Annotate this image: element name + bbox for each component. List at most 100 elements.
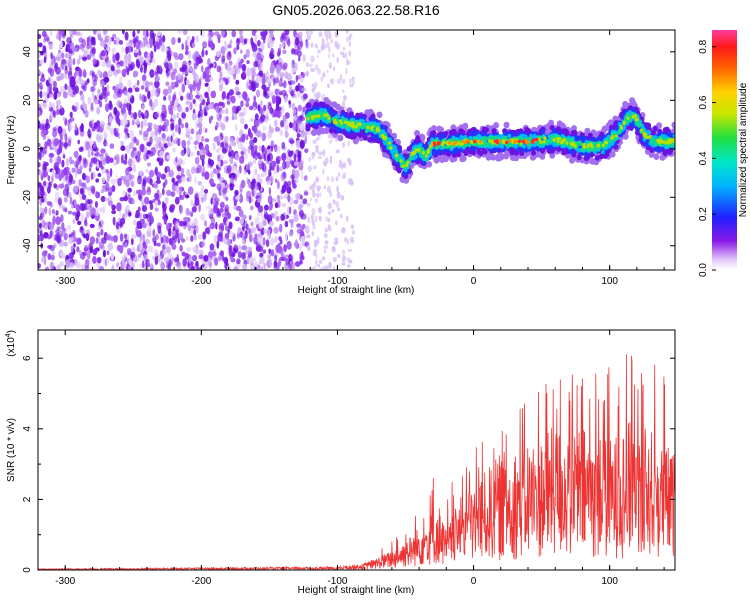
noise-speck: [264, 267, 267, 270]
noise-speck: [204, 138, 210, 143]
noise-speck: [306, 62, 309, 67]
noise-speck: [135, 209, 140, 219]
noise-speck: [132, 147, 137, 152]
noise-speck: [339, 73, 343, 81]
noise-speck: [120, 119, 124, 127]
noise-speck: [56, 155, 62, 165]
noise-speck: [71, 42, 75, 52]
signal-cell: [545, 127, 552, 135]
noise-speck: [280, 213, 286, 221]
noise-speck: [182, 216, 189, 222]
noise-speck: [48, 45, 53, 50]
noise-speck: [90, 36, 96, 46]
noise-speck: [270, 237, 275, 246]
noise-speck: [183, 147, 187, 155]
noise-speck: [92, 256, 97, 264]
noise-speck: [281, 89, 287, 96]
noise-speck: [196, 266, 201, 270]
noise-speck: [274, 77, 280, 84]
noise-speck: [62, 91, 68, 99]
signal-cell: [577, 135, 583, 141]
noise-speck: [313, 84, 316, 91]
noise-speck: [153, 98, 159, 107]
noise-speck: [49, 202, 53, 208]
noise-speck: [82, 68, 87, 78]
noise-speck: [124, 153, 128, 161]
noise-speck: [278, 236, 282, 242]
noise-speck: [331, 53, 335, 58]
noise-speck: [249, 132, 253, 140]
noise-speck: [108, 102, 114, 111]
noise-speck: [254, 113, 259, 121]
noise-speck: [87, 149, 91, 159]
noise-speck: [316, 54, 319, 59]
noise-speck: [213, 168, 217, 174]
noise-speck: [162, 244, 166, 250]
noise-speck: [311, 230, 314, 237]
noise-speck: [239, 155, 244, 164]
noise-speck: [73, 243, 76, 248]
noise-speck: [38, 222, 42, 229]
noise-speck: [278, 57, 282, 63]
noise-speck: [86, 54, 92, 60]
noise-speck: [93, 99, 99, 105]
noise-speck: [275, 66, 282, 74]
noise-speck: [291, 102, 296, 111]
noise-speck: [38, 142, 41, 148]
noise-speck: [73, 150, 79, 158]
noise-speck: [112, 235, 118, 243]
noise-speck: [165, 246, 171, 254]
noise-speck: [229, 39, 233, 45]
noise-speck: [230, 95, 236, 104]
noise-speck: [141, 104, 145, 111]
noise-speck: [231, 30, 236, 38]
noise-speck: [282, 162, 286, 169]
noise-speck: [327, 83, 330, 89]
noise-speck: [219, 207, 224, 213]
noise-speck: [295, 139, 302, 149]
noise-speck: [119, 217, 126, 225]
noise-speck: [180, 167, 185, 176]
noise-speck: [168, 94, 172, 102]
noise-speck: [253, 159, 257, 164]
noise-speck: [246, 67, 251, 77]
noise-speck: [311, 208, 316, 215]
noise-speck: [38, 42, 43, 48]
noise-speck: [69, 156, 73, 165]
noise-speck: [201, 50, 205, 58]
noise-speck: [141, 181, 146, 190]
noise-speck: [128, 259, 133, 264]
noise-speck: [51, 209, 56, 214]
noise-speck: [169, 100, 174, 107]
noise-speck: [177, 72, 182, 81]
noise-speck: [60, 214, 64, 223]
noise-speck: [40, 85, 43, 91]
noise-speck: [268, 258, 272, 268]
noise-speck: [194, 140, 200, 145]
noise-speck: [166, 154, 171, 160]
noise-speck: [293, 214, 299, 223]
noise-speck: [48, 207, 52, 216]
noise-speck: [132, 70, 139, 78]
signal-cell: [376, 111, 383, 119]
noise-speck: [64, 83, 68, 91]
noise-speck: [261, 213, 264, 222]
noise-speck: [242, 70, 246, 78]
noise-speck: [313, 181, 317, 187]
noise-speck: [182, 258, 187, 267]
signal-cell: [549, 152, 556, 159]
noise-speck: [76, 168, 83, 175]
noise-speck: [207, 103, 213, 110]
noise-speck: [129, 64, 134, 71]
noise-speck: [143, 147, 148, 154]
noise-speck: [248, 215, 252, 221]
noise-speck: [295, 261, 301, 267]
noise-speck: [106, 84, 110, 93]
noise-speck: [157, 173, 161, 179]
noise-speck: [197, 234, 203, 240]
noise-speck: [164, 196, 169, 205]
noise-speck: [188, 66, 193, 72]
noise-speck: [133, 112, 138, 120]
noise-speck: [166, 222, 172, 232]
noise-speck: [127, 250, 132, 256]
